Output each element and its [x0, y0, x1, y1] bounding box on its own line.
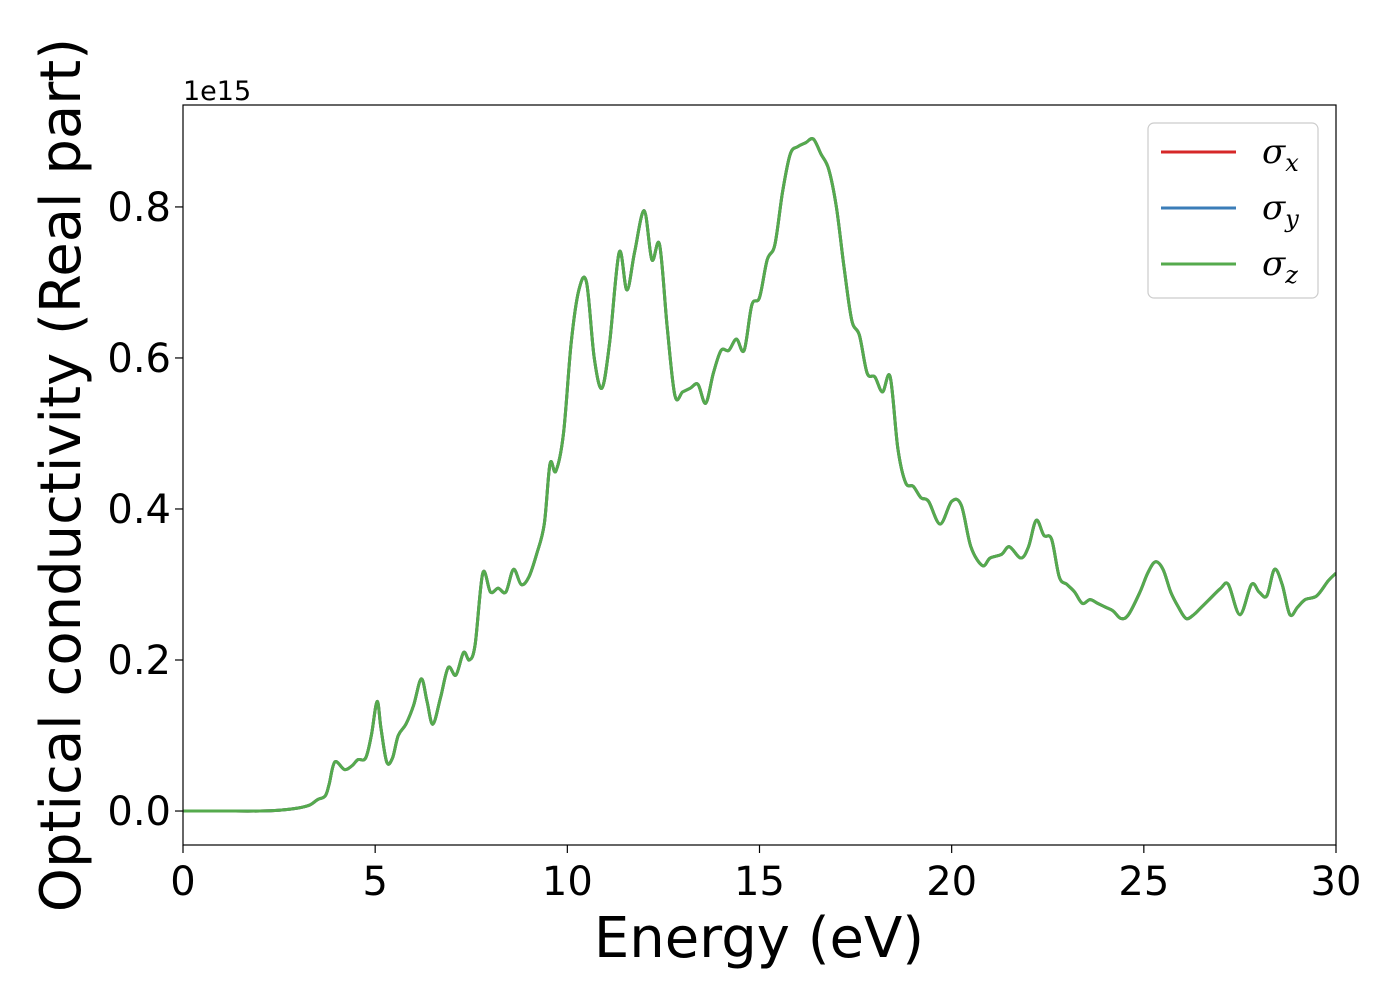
legend-label-sigma-y: σy [1262, 188, 1299, 233]
x-axis-ticks: 0 5 10 15 20 25 30 [170, 845, 1361, 905]
y-tick-label: 0.4 [107, 487, 171, 533]
x-tick-label: 5 [362, 859, 387, 905]
legend-label-sigma-x: σx [1262, 132, 1299, 177]
x-axis-label: Energy (eV) [594, 906, 924, 971]
y-tick-label: 0.8 [107, 185, 171, 231]
y-axis-label: Optical conductivity (Real part) [29, 38, 94, 912]
series-line-sigma-z [183, 137, 1336, 813]
legend: σx σy σz [1147, 122, 1319, 299]
x-tick-label: 20 [926, 859, 977, 905]
x-tick-label: 10 [542, 859, 593, 905]
legend-label-sigma-z: σz [1262, 244, 1298, 289]
y-tick-label: 0.6 [107, 336, 171, 382]
plot-lines [183, 137, 1336, 813]
x-tick-label: 30 [1311, 859, 1362, 905]
y-tick-label: 0.2 [107, 638, 171, 684]
x-tick-label: 0 [170, 859, 195, 905]
y-offset-label: 1e15 [183, 76, 251, 107]
x-tick-label: 25 [1118, 859, 1169, 905]
legend-box [1147, 122, 1319, 299]
y-tick-label: 0.0 [107, 789, 171, 835]
y-axis-ticks: 0.0 0.2 0.4 0.6 0.8 [107, 185, 183, 835]
x-tick-label: 15 [734, 859, 785, 905]
